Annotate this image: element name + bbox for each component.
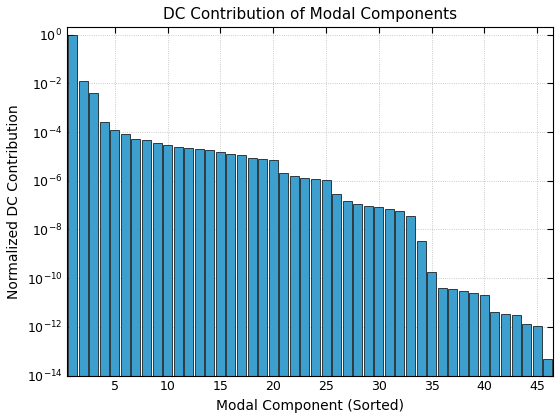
Bar (501, 314, 510, 420)
Bar (206, 150, 214, 420)
Bar (427, 272, 436, 420)
Bar (533, 326, 542, 420)
Bar (142, 141, 151, 420)
Bar (343, 201, 352, 420)
Bar (395, 210, 404, 420)
Bar (364, 206, 373, 420)
Bar (321, 180, 330, 420)
Bar (406, 216, 415, 420)
Bar (226, 155, 235, 420)
Bar (480, 295, 489, 420)
Bar (89, 93, 98, 420)
Bar (152, 143, 161, 420)
Bar (269, 160, 278, 420)
Title: DC Contribution of Modal Components: DC Contribution of Modal Components (163, 7, 457, 22)
Bar (385, 209, 394, 420)
Bar (121, 134, 130, 420)
Bar (374, 207, 383, 420)
Bar (353, 204, 362, 420)
Bar (417, 241, 426, 420)
Bar (174, 147, 183, 420)
Bar (438, 288, 447, 420)
Bar (100, 122, 109, 420)
Bar (512, 315, 521, 420)
Bar (332, 194, 341, 420)
Bar (290, 176, 299, 420)
Bar (258, 159, 267, 420)
Bar (237, 155, 246, 420)
Y-axis label: Normalized DC Contribution: Normalized DC Contribution (7, 104, 21, 299)
Bar (110, 130, 119, 420)
Bar (163, 145, 172, 420)
Bar (522, 324, 531, 420)
Bar (216, 152, 225, 420)
Bar (543, 359, 552, 420)
Bar (300, 178, 309, 420)
Bar (68, 34, 77, 420)
Bar (248, 158, 256, 420)
Bar (279, 173, 288, 420)
Bar (78, 81, 87, 420)
Bar (491, 312, 500, 420)
Bar (132, 139, 141, 420)
X-axis label: Modal Component (Sorted): Modal Component (Sorted) (216, 399, 404, 413)
Bar (448, 289, 457, 420)
Bar (311, 179, 320, 420)
Bar (195, 149, 204, 420)
Bar (184, 148, 193, 420)
Bar (459, 291, 468, 420)
Bar (469, 293, 478, 420)
